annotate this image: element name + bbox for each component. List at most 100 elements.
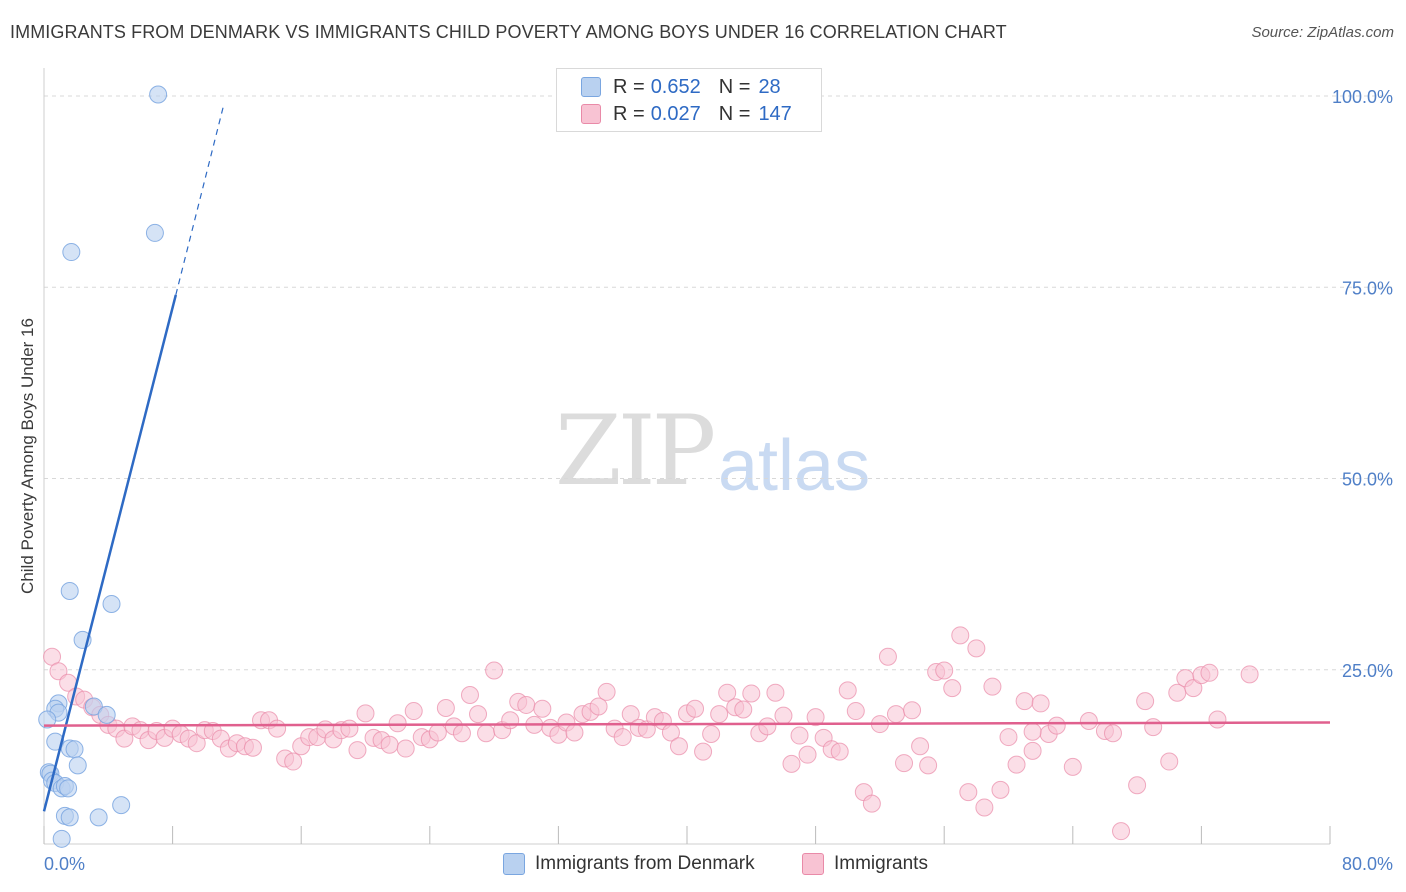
legend-swatch-blue	[581, 77, 601, 97]
point-immigrants	[1031, 694, 1050, 713]
point-immigrants	[485, 661, 504, 680]
point-denmark	[102, 594, 121, 613]
point-immigrants	[919, 756, 938, 775]
point-immigrants	[935, 661, 954, 680]
point-immigrants	[428, 723, 447, 742]
point-immigrants	[975, 798, 994, 817]
point-denmark	[38, 710, 57, 729]
point-immigrants	[1200, 663, 1219, 682]
point-immigrants	[967, 639, 986, 658]
point-immigrants	[830, 742, 849, 761]
point-immigrants	[846, 702, 865, 721]
point-immigrants	[710, 705, 729, 724]
watermark-atlas: atlas	[718, 426, 871, 506]
point-immigrants	[187, 734, 206, 753]
point-immigrants	[742, 684, 761, 703]
point-immigrants	[1128, 776, 1147, 795]
point-immigrants	[798, 745, 817, 764]
point-immigrants	[1240, 665, 1259, 684]
legend-n-label: N =	[718, 102, 751, 125]
point-immigrants	[284, 752, 303, 771]
x-tick-label-max: 80.0%	[1342, 854, 1393, 874]
point-denmark	[97, 705, 116, 724]
point-denmark	[149, 85, 168, 104]
legend-r-label: R =	[613, 102, 645, 125]
point-denmark	[60, 581, 79, 600]
point-immigrants	[999, 728, 1018, 747]
legend-swatch-pink	[581, 104, 601, 124]
point-immigrants	[1015, 692, 1034, 711]
point-immigrants	[388, 714, 407, 733]
point-immigrants	[477, 724, 496, 743]
watermark-zip: ZIP	[555, 395, 716, 507]
point-immigrants	[774, 706, 793, 725]
bottom-legend-label: Immigrants from Denmark	[535, 853, 755, 874]
legend-n-label: N =	[718, 75, 751, 98]
bottom-legend-denmark: Immigrants from Denmark	[503, 852, 755, 876]
point-denmark	[84, 697, 103, 716]
trendline-denmark-extension	[175, 103, 225, 296]
point-immigrants	[565, 723, 584, 742]
point-immigrants	[1007, 755, 1026, 774]
point-immigrants	[1112, 822, 1131, 841]
point-immigrants	[758, 717, 777, 736]
point-immigrants	[268, 719, 287, 738]
point-denmark	[52, 829, 71, 848]
y-tick-label: 100.0%	[1332, 87, 1393, 107]
point-immigrants	[404, 702, 423, 721]
point-immigrants	[452, 724, 471, 743]
y-tick-label: 25.0%	[1342, 661, 1393, 681]
point-immigrants	[718, 683, 737, 702]
point-immigrants	[597, 682, 616, 701]
point-immigrants	[669, 737, 688, 756]
point-immigrants	[686, 699, 705, 718]
point-immigrants	[49, 662, 68, 681]
point-immigrants	[903, 701, 922, 720]
point-immigrants	[1023, 741, 1042, 760]
point-immigrants	[1047, 716, 1066, 735]
legend-r-value: 0.027	[650, 102, 701, 125]
point-immigrants	[766, 683, 785, 702]
point-immigrants	[517, 695, 536, 714]
point-denmark	[59, 779, 78, 798]
point-immigrants	[436, 699, 455, 717]
point-immigrants	[862, 794, 881, 813]
y-tick-label: 75.0%	[1342, 278, 1393, 298]
point-denmark	[145, 223, 164, 242]
legend-row-denmark: R = 0.652 N = 28	[581, 75, 781, 99]
point-immigrants	[734, 700, 753, 719]
legend-n-value: 147	[758, 102, 792, 125]
point-immigrants	[356, 704, 375, 723]
point-immigrants	[621, 705, 640, 724]
point-immigrants	[886, 705, 905, 724]
point-immigrants	[348, 741, 367, 760]
bottom-legend-swatch-blue	[503, 853, 525, 875]
correlation-legend: R = 0.652 N = 28 R = 0.027 N = 147	[556, 68, 822, 132]
point-immigrants	[533, 699, 552, 718]
point-immigrants	[1063, 757, 1082, 776]
point-immigrants	[951, 626, 970, 645]
legend-r-value: 0.652	[650, 75, 701, 98]
point-immigrants	[469, 705, 488, 724]
point-immigrants	[878, 647, 897, 666]
point-immigrants	[1103, 724, 1122, 743]
point-denmark	[60, 808, 79, 827]
point-immigrants	[790, 726, 809, 745]
point-immigrants	[380, 735, 399, 754]
point-immigrants	[589, 697, 608, 716]
point-denmark	[62, 243, 81, 262]
point-immigrants	[911, 737, 930, 756]
point-immigrants	[806, 708, 825, 727]
legend-row-immigrants: R = 0.027 N = 147	[581, 102, 792, 126]
point-immigrants	[243, 738, 262, 757]
point-immigrants	[501, 711, 520, 730]
point-immigrants	[983, 677, 1002, 696]
point-immigrants	[396, 739, 415, 758]
legend-n-value: 28	[758, 75, 781, 98]
point-immigrants	[1160, 752, 1179, 771]
source-label: Source: ZipAtlas.com	[1251, 24, 1394, 41]
legend-r-label: R =	[613, 75, 645, 98]
point-immigrants	[959, 783, 978, 802]
point-denmark	[89, 808, 108, 827]
point-denmark	[65, 740, 84, 759]
